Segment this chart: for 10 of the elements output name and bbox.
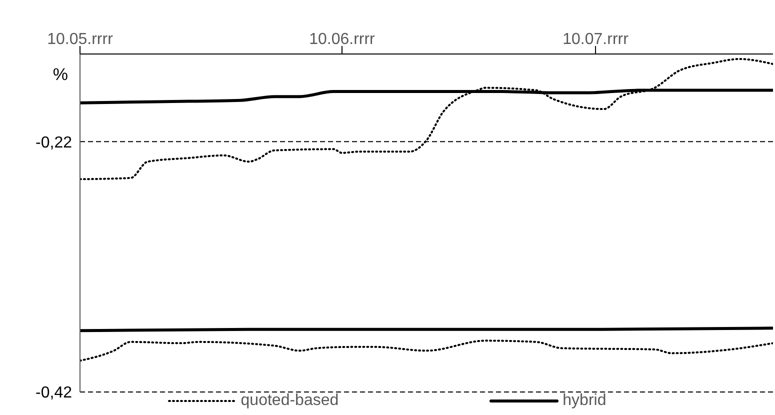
y-tick-label: -0,42 xyxy=(36,384,72,402)
legend-label: hybrid xyxy=(562,392,606,410)
legend-label: quoted-based xyxy=(240,392,339,410)
line-series xyxy=(80,58,773,180)
y-axis-title: % xyxy=(52,65,68,84)
x-tick-label: 10.06.rrrr xyxy=(309,31,376,48)
y-tick-label: -0,22 xyxy=(36,134,72,152)
x-tick-label: 10.05.rrrr xyxy=(47,31,114,48)
line-series xyxy=(80,340,773,362)
x-tick-label: 10.07.rrrr xyxy=(562,31,630,48)
